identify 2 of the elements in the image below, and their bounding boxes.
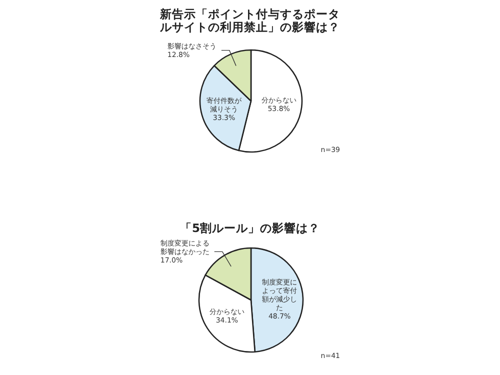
chart-title: 新告示「ポイント付与するポータルサイトの利用禁止」の影響は？ [159, 7, 340, 34]
chart-title: 「5割ルール」の影響は？ [180, 221, 320, 235]
